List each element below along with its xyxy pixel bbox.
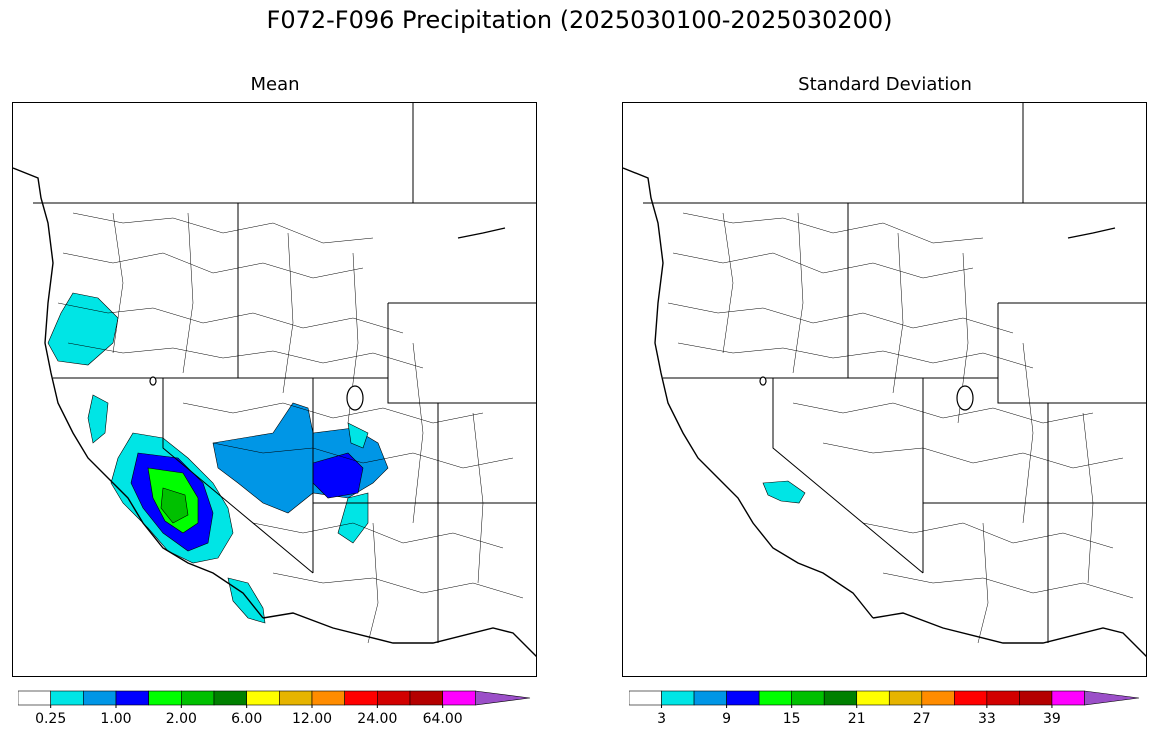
colorbar-tick-label: 6.00 [231,711,263,727]
colorbar-swatch [148,690,182,706]
mean-map-graphic [13,103,536,657]
colorbar-swatch [986,690,1020,706]
basin-boundaries [667,212,1134,644]
colorbar-tick-label: 21 [847,711,866,727]
colorbar-tick-label: 9 [722,711,732,727]
colorbar-swatch [921,690,955,706]
colorbar-swatch [213,690,247,706]
colorbar-swatch [377,690,411,706]
colorbar-swatch [50,690,84,706]
colorbar-swatch [344,690,378,706]
colorbar-swatch [246,690,280,706]
figure-title: F072-F096 Precipitation (2025030100-2025… [266,6,893,34]
colorbar-swatch [954,690,988,706]
mean-map [12,102,537,677]
political-borders [643,103,1146,643]
colorbar-swatch [115,690,149,706]
colorbar-swatch [18,690,51,706]
colorbar-swatch [409,690,443,706]
colorbar-tick-label: 3 [657,711,666,727]
colorbar-swatch [629,690,662,706]
colorbar-swatch [856,690,890,706]
lakes [759,376,974,411]
stddev-colorbar [629,690,1140,708]
colorbar-swatch [83,690,117,706]
colorbar-tick-label: 15 [782,711,801,727]
lakes [149,376,364,411]
colorbar-swatch [311,690,345,706]
colorbar-tick-label: 24.00 [357,711,398,727]
basin-boundaries [57,212,524,644]
colorbar-tick-label: 1.00 [100,711,132,727]
colorbar-tick-label: 27 [912,711,931,727]
colorbar-swatch [1051,690,1085,706]
stddev-map [622,102,1147,677]
colorbar-swatch [1019,690,1053,706]
colorbar-tick-label: 39 [1043,711,1061,727]
precip-shading [47,292,389,624]
precip-shading [762,480,806,504]
colorbar-swatch [693,690,727,706]
political-borders [33,103,536,643]
colorbar-swatch [279,690,313,706]
colorbar-swatch [823,690,858,706]
mean-panel-title: Mean [250,74,300,95]
colorbar-swatch [181,690,215,706]
colorbar-tick-label: 0.25 [35,711,67,727]
coastline [623,167,1146,657]
mean-colorbar [18,690,531,708]
colorbar-tick-label: 2.00 [165,711,197,727]
coastline [13,167,536,657]
colorbar-swatch [475,690,531,706]
colorbar-tick-label: 12.00 [291,711,333,727]
colorbar-swatch [1084,690,1140,706]
colorbar-swatch [726,690,760,706]
colorbar-swatch [442,690,476,706]
colorbar-tick-label: 33 [977,711,996,727]
colorbar-swatch [758,690,792,706]
stddev-panel-title: Standard Deviation [798,74,972,95]
colorbar-swatch [661,690,695,706]
stddev-map-graphic [623,103,1146,657]
colorbar-tick-label: 64.00 [422,711,463,727]
colorbar-swatch [791,690,825,706]
colorbar-swatch [888,690,923,706]
